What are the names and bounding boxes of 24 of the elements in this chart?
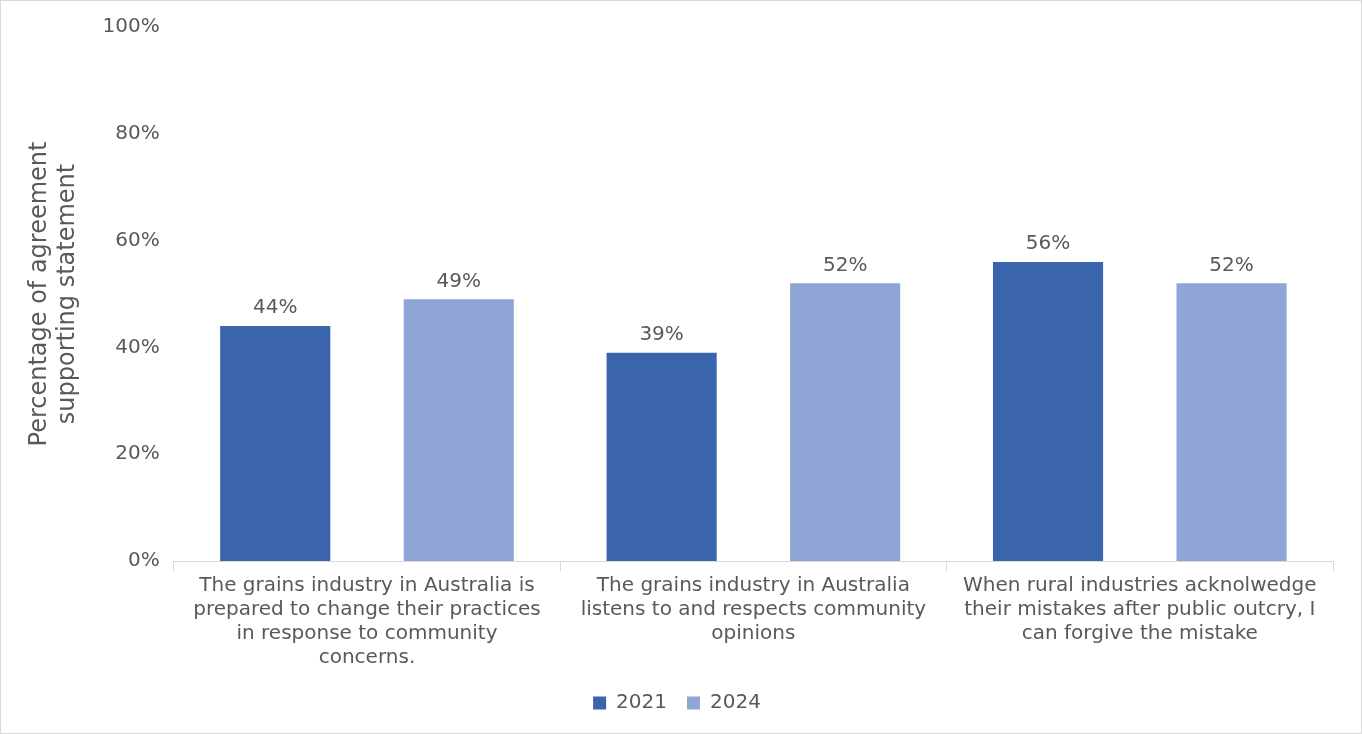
y-tick-label: 40% — [115, 333, 160, 358]
data-label: 56% — [1025, 230, 1071, 255]
data-label: 52% — [1209, 251, 1254, 276]
legend-label: 2024 — [710, 689, 761, 714]
y-tick-label: 100% — [102, 13, 160, 38]
y-tick-label: 20% — [115, 440, 160, 465]
x-tick-label: The grains industry in Australia is prepared to change their practices in response to community concerns. — [193, 572, 541, 669]
x-tick-label: The grains industry in Australia listens to and respects community opinions — [580, 572, 927, 645]
x-tick-label: When rural industries acknolwedge their mistakes after public outcry, I can forgive the mistake — [963, 572, 1317, 645]
data-label: 52% — [822, 251, 868, 276]
bar — [403, 299, 514, 561]
bar — [220, 326, 331, 561]
y-tick-label: 0% — [128, 547, 160, 572]
y-axis-title: Percentage of agreement supporting statement — [23, 141, 81, 447]
bar — [606, 352, 717, 561]
data-label: 39% — [639, 320, 684, 345]
bar — [790, 283, 901, 561]
y-tick-label: 80% — [115, 120, 160, 144]
y-tick-label: 60% — [115, 226, 160, 251]
legend-label: 2021 — [616, 689, 668, 714]
bar — [992, 261, 1104, 561]
data-label: 49% — [436, 267, 481, 292]
bar — [1176, 283, 1287, 561]
data-label: 44% — [252, 294, 298, 319]
